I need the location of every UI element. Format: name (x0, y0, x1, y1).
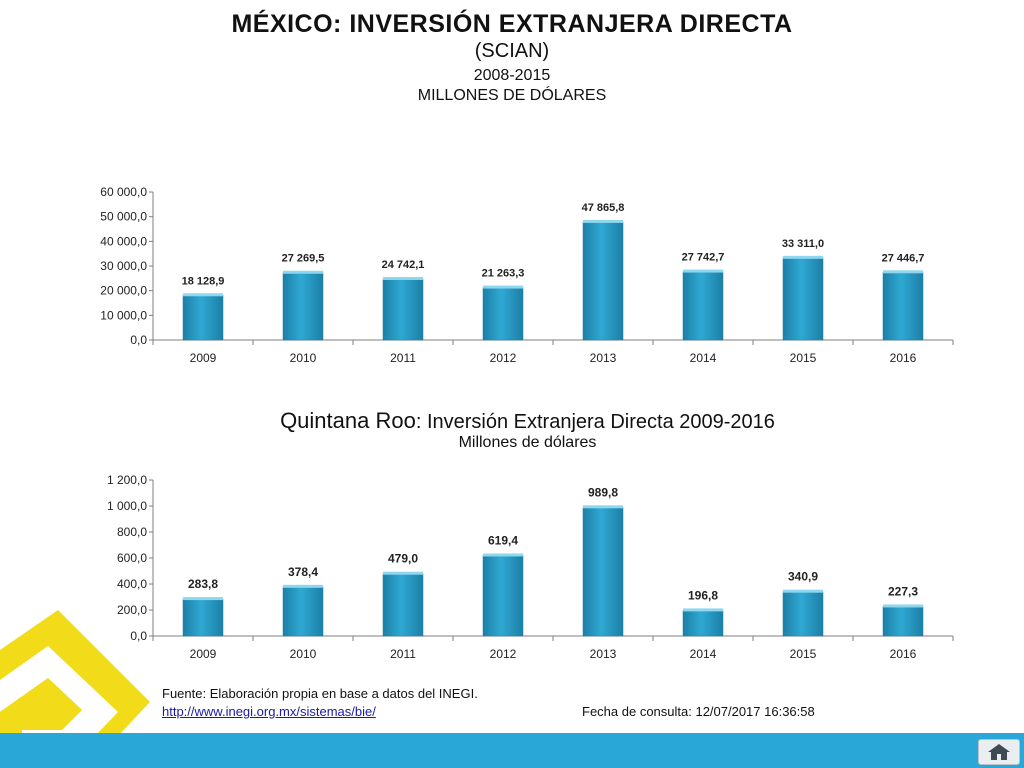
bar (782, 257, 824, 341)
data-label: 619,4 (488, 533, 518, 547)
data-label: 989,8 (588, 485, 618, 499)
x-tick-label: 2012 (490, 647, 517, 661)
y-tick-label: 50 000,0 (100, 210, 147, 224)
data-label: 33 311,0 (782, 238, 824, 250)
page-title: MÉXICO: INVERSIÓN EXTRANJERA DIRECTA (231, 10, 793, 38)
x-tick-label: 2014 (690, 647, 717, 661)
y-tick-label: 30 000,0 (100, 259, 147, 273)
bar (582, 507, 624, 637)
y-tick-label: 600,0 (117, 551, 147, 565)
x-tick-label: 2013 (590, 351, 617, 365)
logo (0, 610, 150, 768)
chart2-title-main: Quintana Roo (280, 408, 416, 433)
data-label: 18 128,9 (182, 275, 225, 287)
bar-top (483, 285, 523, 289)
bar-top (783, 589, 823, 593)
bar (882, 272, 924, 341)
x-tick-label: 2015 (790, 647, 817, 661)
x-tick-label: 2012 (490, 351, 517, 365)
bar-top (583, 219, 623, 223)
chart2-title: Quintana Roo: Inversión Extranjera Direc… (0, 408, 1024, 434)
data-label: 340,9 (788, 570, 818, 584)
bar (682, 610, 724, 637)
data-label: 283,8 (188, 577, 218, 591)
mexico-ied-chart: 0,0 10 000,0 20 000,0 30 000,0 40 000,0 50 00… (100, 185, 954, 365)
data-label: 196,8 (688, 588, 718, 602)
page-units: MILLONES DE DÓLARES (417, 87, 607, 104)
data-label: 27 446,7 (882, 252, 925, 264)
quintana-roo-ied-chart: 0,0 200,0 400,0 600,0 800,0 1 000,0 1 200,0 283… (107, 473, 954, 661)
bar-top (783, 255, 823, 259)
page-subtitle: (SCIAN) (474, 40, 550, 62)
y-tick-label: 0,0 (130, 333, 147, 347)
y-tick-label: 60 000,0 (100, 185, 147, 199)
x-tick-label: 2015 (790, 351, 817, 365)
x-tick-label: 2011 (390, 351, 416, 365)
x-tick-label: 2010 (290, 351, 317, 365)
bar (282, 272, 324, 341)
consult-date: Fecha de consulta: 12/07/2017 16:36:58 (582, 704, 815, 719)
bar (182, 295, 224, 341)
x-tick-label: 2013 (590, 647, 617, 661)
bar (482, 287, 524, 341)
y-tick-label: 1 200,0 (107, 473, 147, 487)
bar (182, 598, 224, 637)
x-tick-label: 2014 (690, 351, 717, 365)
source-link[interactable]: http://www.inegi.org.mx/sistemas/bie/ (162, 704, 376, 719)
bar-top (583, 505, 623, 509)
bar-top (183, 597, 223, 601)
bar-top (283, 270, 323, 274)
bar (782, 591, 824, 637)
y-tick-label: 400,0 (117, 577, 147, 591)
bar (382, 278, 424, 341)
x-tick-label: 2009 (190, 351, 217, 365)
bar (582, 221, 624, 341)
x-tick-label: 2011 (390, 647, 416, 661)
data-label: 378,4 (288, 565, 318, 579)
bar-top (483, 553, 523, 557)
bar-top (883, 604, 923, 608)
x-tick-label: 2010 (290, 647, 317, 661)
bar (482, 555, 524, 637)
home-icon (988, 744, 1010, 760)
chart2-subtitle: Millones de dólares (458, 434, 597, 451)
y-tick-label: 10 000,0 (100, 308, 147, 322)
y-tick-label: 0,0 (130, 629, 147, 643)
data-label: 27 269,5 (282, 253, 325, 265)
data-label: 227,3 (888, 584, 918, 598)
bar-top (283, 584, 323, 588)
data-label: 479,0 (388, 552, 418, 566)
data-label: 47 865,8 (582, 202, 625, 214)
home-button[interactable] (978, 739, 1020, 765)
source-note: Fuente: Elaboración propia en base a dat… (162, 686, 478, 701)
bottom-bar (0, 733, 1024, 768)
chart2-title-rest: : Inversión Extranjera Directa 2009-2016 (415, 411, 775, 433)
y-tick-label: 40 000,0 (100, 234, 147, 248)
bar-top (183, 293, 223, 297)
y-tick-label: 20 000,0 (100, 284, 147, 298)
bar-top (383, 571, 423, 575)
x-tick-label: 2009 (190, 647, 217, 661)
bar-top (683, 608, 723, 612)
bar-top (683, 269, 723, 273)
bar (382, 573, 424, 637)
bar-top (383, 276, 423, 280)
y-tick-label: 800,0 (117, 525, 147, 539)
page-years: 2008-2015 (473, 67, 551, 84)
x-tick-label: 2016 (890, 351, 917, 365)
y-tick-label: 200,0 (117, 603, 147, 617)
bar (882, 606, 924, 637)
data-label: 21 263,3 (482, 268, 525, 280)
data-label: 24 742,1 (382, 259, 425, 271)
bar (282, 586, 324, 637)
x-tick-label: 2016 (890, 647, 917, 661)
bar (682, 271, 724, 341)
bar-top (883, 270, 923, 274)
y-tick-label: 1 000,0 (107, 499, 147, 513)
data-label: 27 742,7 (682, 252, 725, 264)
